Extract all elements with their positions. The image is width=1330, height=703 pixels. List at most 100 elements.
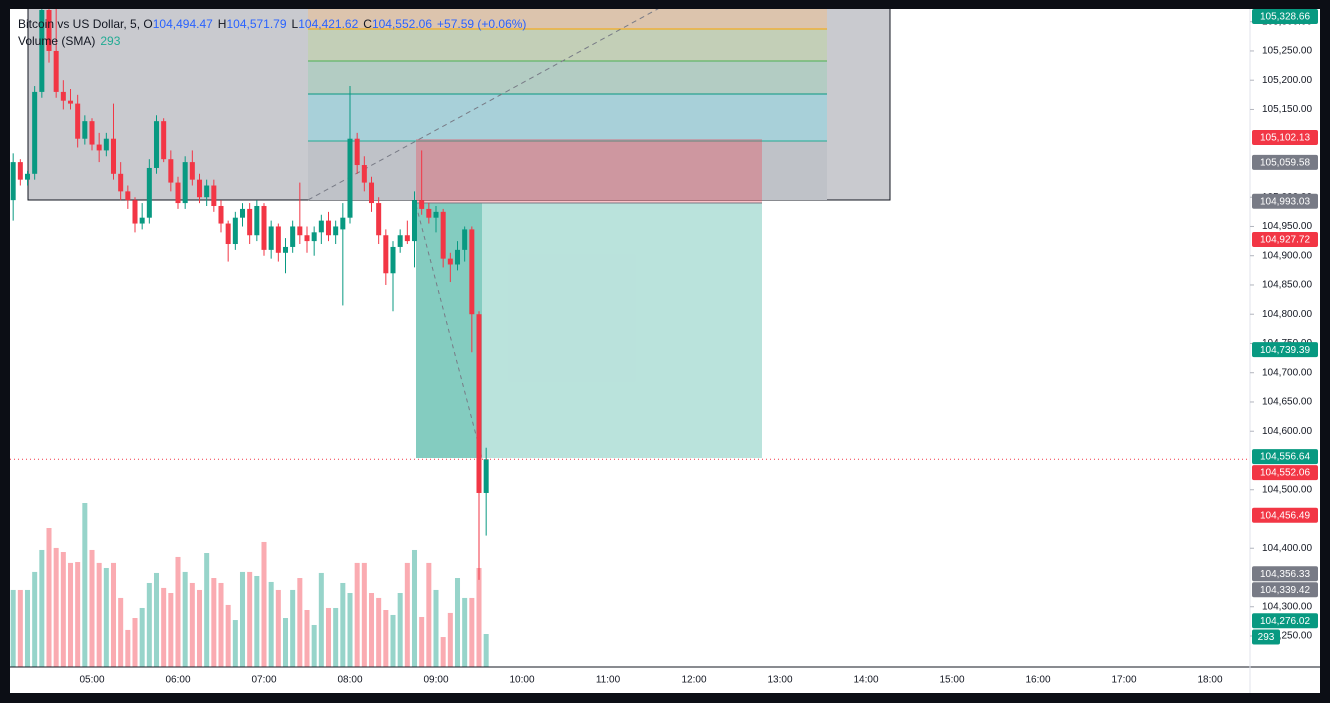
y-tick-label: 104,650.00 [1262, 397, 1312, 408]
x-tick-label: 18:00 [1197, 675, 1222, 686]
fib-band [308, 29, 827, 61]
volume-bar [218, 582, 224, 667]
candle-body [282, 246, 289, 253]
candle-body [118, 173, 124, 192]
symbol-title: Bitcoin vs US Dollar, 5, [18, 17, 141, 31]
candle-body [433, 211, 439, 218]
volume-bar [404, 562, 410, 667]
legend-value: 104,494.47 [152, 17, 213, 31]
volume-bar [175, 556, 181, 667]
candle-body [161, 121, 167, 160]
volume-bar [161, 587, 167, 667]
legend-value: 104,571.79 [226, 17, 287, 31]
volume-title: Volume (SMA) [18, 34, 96, 48]
x-tick-label: 08:00 [337, 675, 362, 686]
volume-tag [1252, 629, 1280, 645]
candle-body [218, 205, 224, 224]
volume-bar [297, 578, 303, 667]
y-tick-label: 104,850.00 [1262, 280, 1312, 291]
candle-body [232, 217, 238, 245]
x-tick-label: 13:00 [767, 675, 792, 686]
volume-value: 293 [100, 34, 121, 48]
volume-bar [311, 624, 317, 667]
candle-body [390, 246, 396, 274]
candle-body [304, 235, 310, 242]
volume-bar [469, 597, 475, 667]
x-tick-label: 11:00 [596, 675, 621, 686]
candle-body [311, 232, 317, 242]
candle-body [67, 100, 74, 104]
candle-body [247, 208, 253, 236]
volume-bar [275, 589, 281, 667]
volume-bar [239, 571, 246, 667]
candle-body [125, 191, 131, 201]
y-tick-label: 104,700.00 [1262, 367, 1312, 378]
price-tag [1252, 154, 1318, 170]
candle-body [175, 182, 181, 204]
volume-bar [17, 589, 23, 667]
price-tag-label: 105,102.13 [1260, 133, 1310, 144]
volume-bar [32, 571, 38, 667]
fib-band [308, 9, 827, 29]
volume-bar [189, 582, 195, 667]
ohlc: O104,494.47 H104,571.79 L104,421.62 C104,55… [143, 17, 437, 31]
x-tick-label: 05:00 [79, 675, 104, 686]
price-tag-label: 104,276.02 [1260, 616, 1310, 627]
volume-bar [347, 592, 353, 667]
fib-band [308, 141, 827, 200]
y-tick-label: 104,500.00 [1262, 484, 1312, 495]
y-tick-label: 104,950.00 [1262, 221, 1312, 232]
volume-bar [67, 562, 74, 667]
volume-bar [483, 633, 489, 667]
price-tag-label: 104,739.39 [1260, 345, 1310, 356]
y-tick-label: 104,300.00 [1262, 601, 1312, 612]
volume-bar [383, 610, 389, 667]
price-tag [1252, 465, 1318, 481]
volume-bar [333, 607, 339, 667]
price-tag-label: 104,356.33 [1260, 569, 1310, 580]
candle-body [189, 162, 195, 180]
candle-body [447, 258, 453, 265]
legend-row: Volume (SMA) 293 [18, 33, 531, 50]
candle-body [153, 121, 160, 168]
candle-body [182, 162, 188, 204]
candle-body [483, 459, 489, 493]
y-tick-label: 104,250.00 [1262, 631, 1312, 642]
volume-bar [304, 610, 310, 667]
volume-bar [290, 589, 296, 667]
legend-value: 104,421.62 [298, 17, 359, 31]
volume-bar [340, 582, 346, 667]
volume-bar [225, 604, 231, 667]
candle-body [196, 179, 203, 198]
candle-body [39, 10, 45, 92]
price-tag-label: 104,552.06 [1260, 468, 1310, 479]
volume-bar [232, 620, 238, 667]
candle-body [268, 226, 274, 250]
volume-bar [376, 597, 382, 667]
price-tag [1252, 342, 1318, 358]
candle-body [476, 314, 482, 493]
volume-tag-label: 293 [1258, 632, 1275, 643]
price-tag [1252, 9, 1318, 24]
y-tick-label: 104,900.00 [1262, 250, 1312, 261]
candle-body [24, 173, 31, 180]
price-tag [1252, 231, 1318, 247]
volume-bar [419, 616, 425, 667]
volume-bar [196, 589, 203, 667]
volume-bar [454, 578, 461, 667]
candle-body [10, 162, 16, 201]
legend-key: O [143, 17, 153, 31]
candle-body [454, 249, 461, 265]
volume-bar [132, 618, 138, 667]
candle-body [211, 185, 217, 206]
legend-row: Bitcoin vs US Dollar, 5, O104,494.47 H104… [18, 16, 531, 33]
volume-bar [39, 549, 45, 667]
x-tick-label: 09:00 [423, 675, 448, 686]
volume-bar [462, 597, 468, 667]
y-tick-label: 105,200.00 [1262, 75, 1312, 86]
volume-bar [368, 592, 375, 667]
candle-body [110, 138, 117, 174]
volume-bar [75, 562, 81, 667]
candle-body [254, 205, 260, 236]
volume-bar [204, 553, 210, 667]
